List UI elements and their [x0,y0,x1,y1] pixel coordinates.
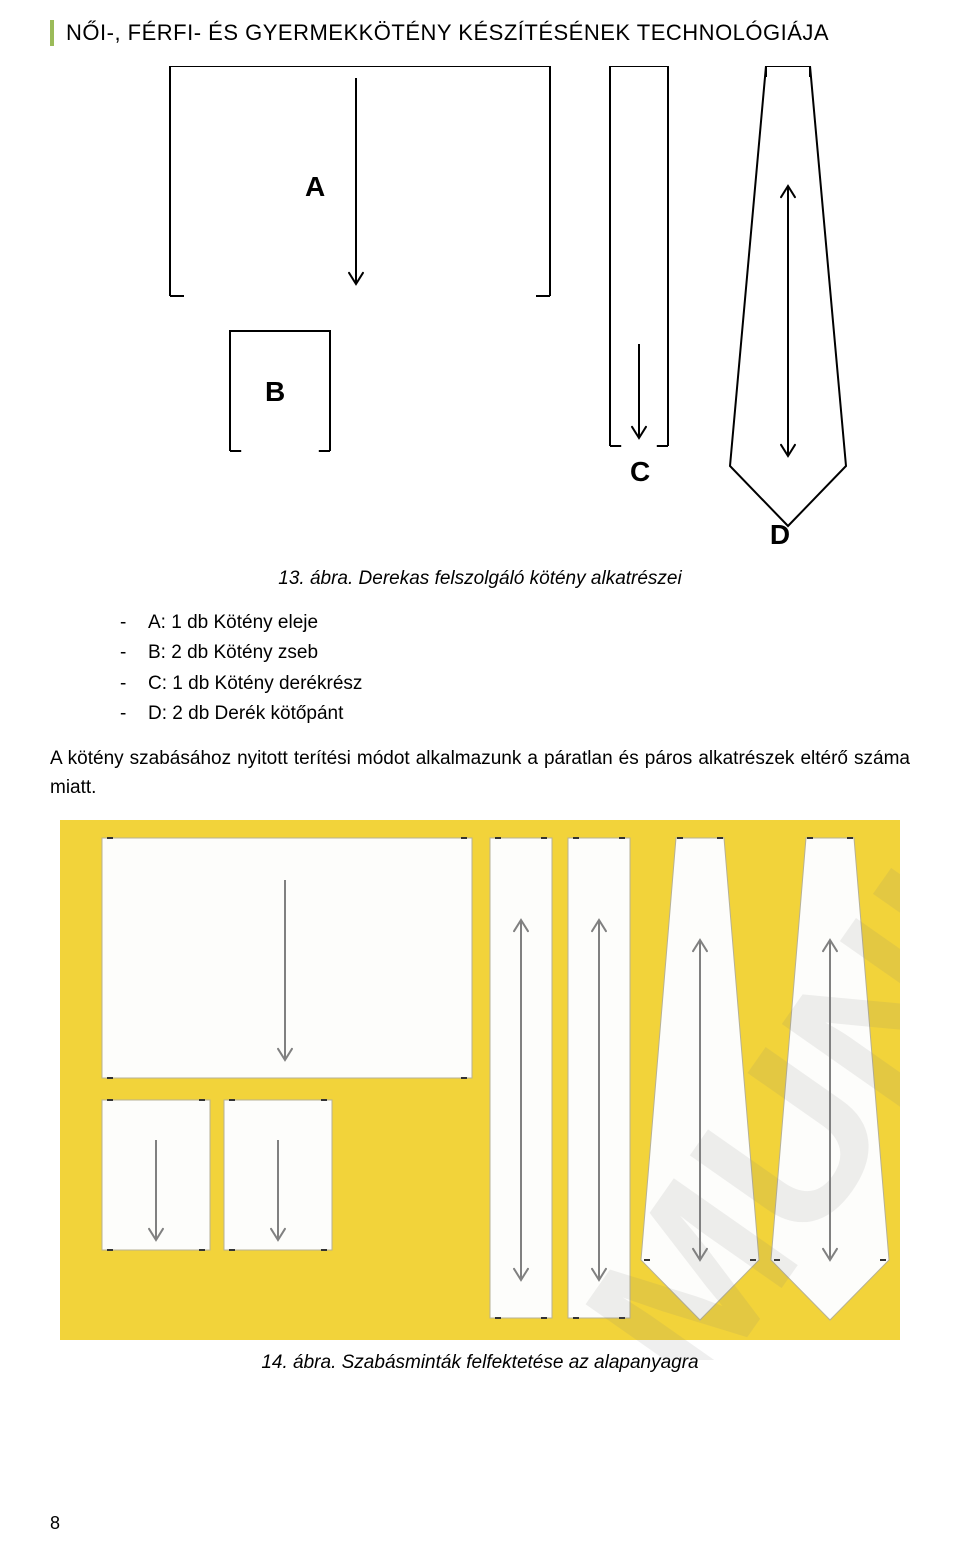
list-dash: - [120,669,148,699]
figure-14-svg [60,820,900,1340]
parts-list: -A: 1 db Kötény eleje-B: 2 db Kötény zse… [120,608,910,730]
list-item-text: C: 1 db Kötény derékrész [148,669,362,699]
figure-13-diagram: A B C D [50,66,910,556]
list-item: -B: 2 db Kötény zseb [120,638,910,668]
page-number: 8 [50,1513,60,1534]
page-title: NŐI-, FÉRFI- ÉS GYERMEKKÖTÉNY KÉSZÍTÉSÉN… [50,20,910,46]
figure-14-caption: 14. ábra. Szabásminták felfektetése az a… [50,1352,910,1374]
list-dash: - [120,608,148,638]
document-page: MUNKAANYAG NŐI-, FÉRFI- ÉS GYERMEKKÖTÉNY… [0,0,960,1558]
list-item: -C: 1 db Kötény derékrész [120,669,910,699]
list-item: -D: 2 db Derék kötőpánt [120,699,910,729]
svg-text:D: D [770,519,790,550]
figure-13-svg: A B C D [90,66,870,556]
body-paragraph: A kötény szabásához nyitott terítési mód… [50,744,910,803]
svg-text:A: A [305,171,325,202]
svg-text:C: C [630,456,650,487]
list-dash: - [120,699,148,729]
list-item-text: D: 2 db Derék kötőpánt [148,699,343,729]
list-item: -A: 1 db Kötény eleje [120,608,910,638]
list-item-text: A: 1 db Kötény eleje [148,608,318,638]
list-item-text: B: 2 db Kötény zseb [148,638,318,668]
figure-14-diagram [50,820,910,1340]
figure-13-caption: 13. ábra. Derekas felszolgáló kötény alk… [50,568,910,590]
svg-text:B: B [265,376,285,407]
list-dash: - [120,638,148,668]
